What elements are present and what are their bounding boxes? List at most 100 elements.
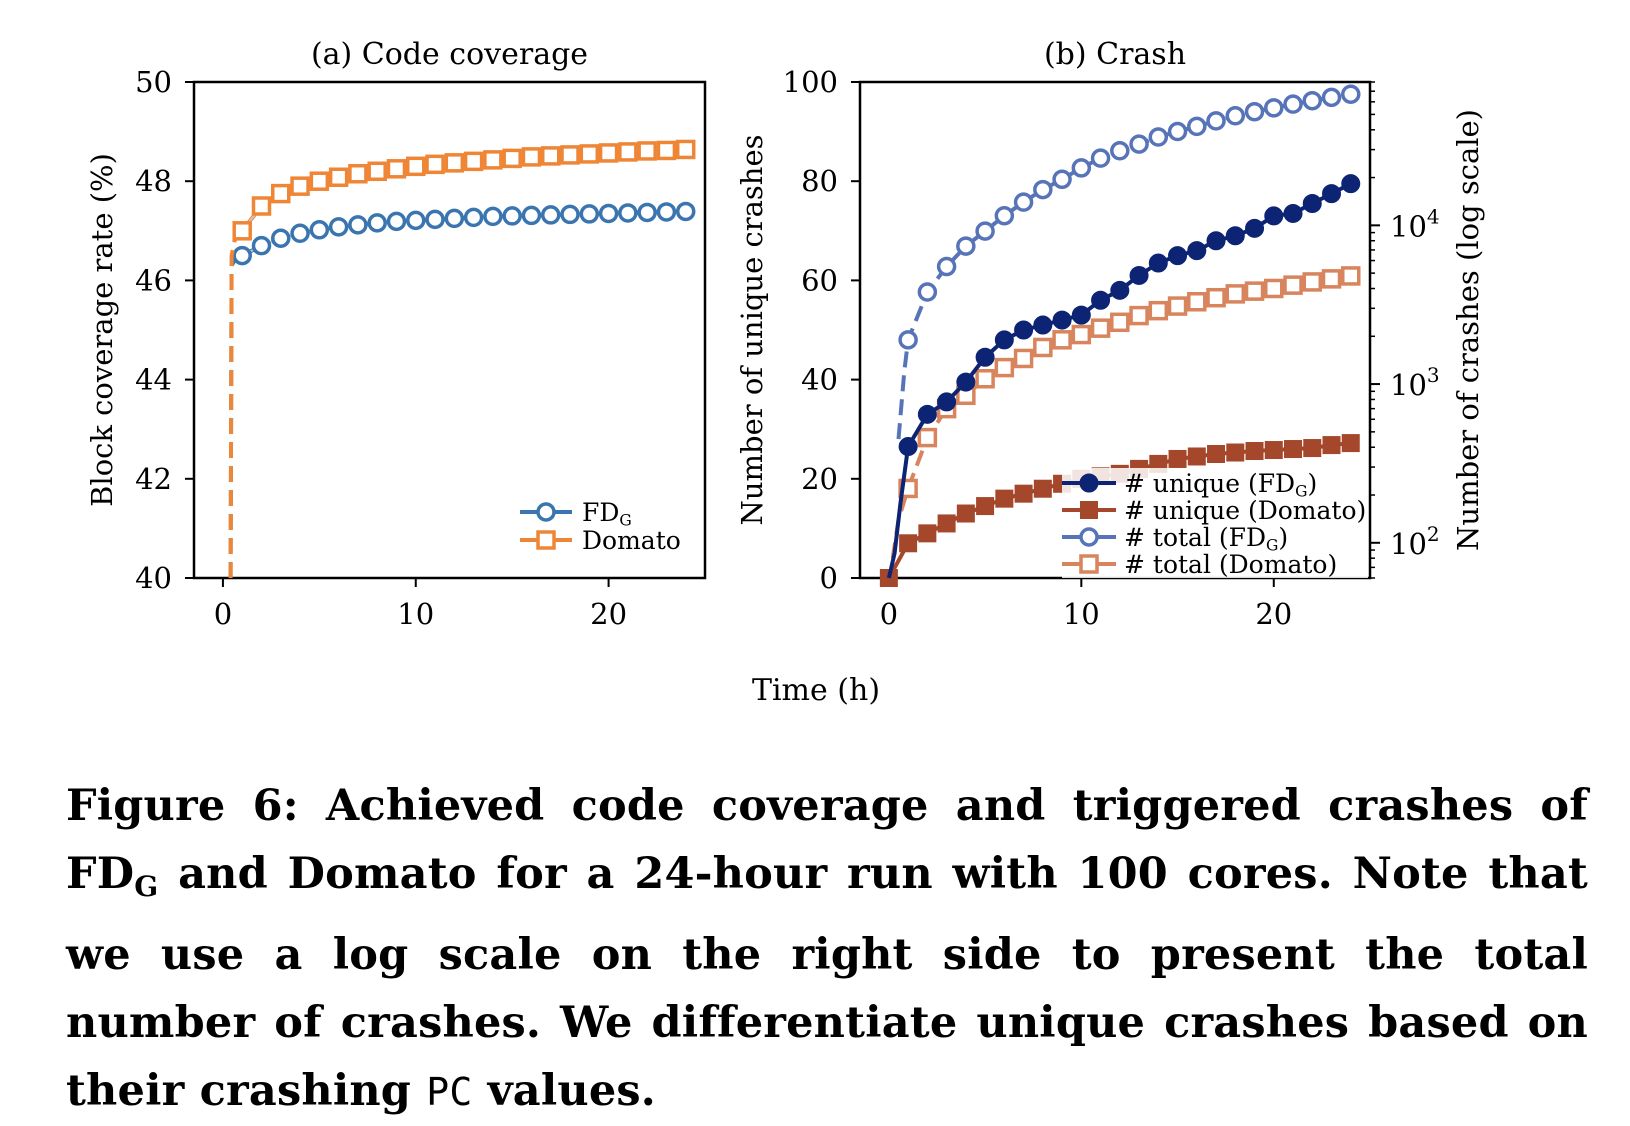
- legend-marker: [1079, 554, 1099, 574]
- data-point: [917, 427, 938, 448]
- chart-title: (a) Code coverage: [311, 37, 588, 72]
- data-point: [1167, 296, 1188, 316]
- data-point: [406, 156, 426, 177]
- data-point: [1187, 292, 1207, 312]
- data-point: [656, 140, 677, 161]
- y-tick-label: 60: [801, 263, 838, 297]
- legend-marker: [536, 502, 556, 522]
- data-point: [1091, 290, 1111, 310]
- data-point: [995, 489, 1014, 508]
- legend: # unique (FDG)# unique (Domato)# total (…: [1062, 468, 1368, 579]
- legend-marker: [1079, 527, 1099, 547]
- x-tick-label: 0: [214, 597, 232, 631]
- data-point: [1302, 90, 1323, 111]
- data-point: [367, 161, 387, 182]
- data-point: [956, 372, 976, 392]
- data-point: [232, 245, 252, 266]
- y-right-tick-label: 102: [1390, 522, 1440, 561]
- data-point: [1341, 266, 1361, 286]
- data-point: [483, 150, 503, 170]
- data-point: [521, 205, 542, 226]
- data-point: [937, 392, 957, 412]
- y-axis-label-right: Number of crashes (log scale): [1451, 109, 1485, 551]
- data-point: [618, 142, 638, 162]
- data-point: [1341, 174, 1361, 194]
- y-tick-label: 44: [135, 363, 172, 397]
- series-total-fdg: [896, 84, 1361, 440]
- data-point: [1321, 87, 1342, 108]
- series-total-domato: [890, 266, 1361, 559]
- caption-text-2: and Domato for a 24-hour run with 100 co…: [66, 849, 1588, 1116]
- data-point: [502, 148, 522, 169]
- caption-code: PC: [426, 1070, 473, 1114]
- data-point: [1071, 324, 1092, 345]
- data-point: [463, 207, 484, 228]
- data-point: [637, 202, 657, 223]
- legend-marker: [536, 530, 556, 550]
- legend-label: # total (FDG): [1124, 523, 1288, 555]
- data-point: [1341, 84, 1361, 104]
- data-point: [1206, 287, 1226, 308]
- data-point: [1341, 434, 1360, 453]
- data-point: [560, 145, 580, 165]
- y-tick-label: 42: [135, 462, 172, 496]
- data-point: [425, 209, 445, 230]
- data-point: [1187, 241, 1207, 261]
- data-point: [1013, 348, 1034, 369]
- data-point: [290, 223, 310, 244]
- data-point: [309, 220, 330, 240]
- data-point: [521, 147, 542, 167]
- data-point: [1110, 141, 1130, 161]
- data-point: [618, 203, 638, 223]
- data-point: [1302, 272, 1323, 292]
- data-point: [1207, 445, 1226, 463]
- data-point: [1206, 231, 1226, 251]
- data-point: [386, 159, 407, 179]
- legend-label: Domato: [582, 526, 681, 555]
- data-point: [251, 235, 272, 256]
- y-axis-label: Block coverage rate (%): [85, 153, 119, 507]
- data-point: [1148, 127, 1169, 147]
- data-point: [251, 196, 272, 216]
- data-point: [540, 205, 561, 225]
- plot-code-coverage: (a) Code coverage 0 10 20 40 42 44 46 48 50 Block …: [85, 37, 707, 631]
- data-point: [463, 151, 484, 172]
- data-point: [348, 215, 368, 235]
- data-point: [1244, 101, 1265, 122]
- data-point: [1226, 443, 1245, 462]
- data-point: [975, 347, 995, 367]
- data-point: [348, 164, 368, 184]
- y-right-tick-label: 103: [1390, 363, 1440, 402]
- legend-marker: [1080, 501, 1098, 519]
- data-point: [1129, 134, 1149, 154]
- data-point: [444, 208, 465, 229]
- data-point: [898, 330, 918, 350]
- data-point: [271, 183, 291, 204]
- data-point: [956, 504, 975, 523]
- data-point: [540, 146, 561, 166]
- y-tick-label: 40: [135, 561, 172, 595]
- legend-label: FDG: [582, 498, 632, 530]
- data-point: [1283, 94, 1303, 114]
- data-point: [1244, 281, 1265, 301]
- data-point: [956, 236, 976, 256]
- data-point: [232, 221, 252, 241]
- series-fdg: [228, 201, 696, 579]
- data-point: [1168, 449, 1187, 468]
- data-point: [1225, 106, 1246, 126]
- legend-label: # unique (Domato): [1124, 496, 1366, 525]
- data-point: [1014, 320, 1034, 340]
- x-tick-label: 20: [590, 597, 627, 631]
- data-point: [936, 256, 957, 277]
- data-point: [1071, 305, 1091, 325]
- y-tick-label: 0: [820, 561, 838, 595]
- data-point: [502, 206, 522, 226]
- data-point: [1014, 484, 1033, 503]
- data-point: [1110, 280, 1130, 300]
- data-point: [1129, 265, 1149, 285]
- data-point: [1264, 278, 1284, 299]
- data-point: [1052, 310, 1072, 330]
- data-point: [271, 228, 291, 248]
- data-point: [444, 153, 465, 173]
